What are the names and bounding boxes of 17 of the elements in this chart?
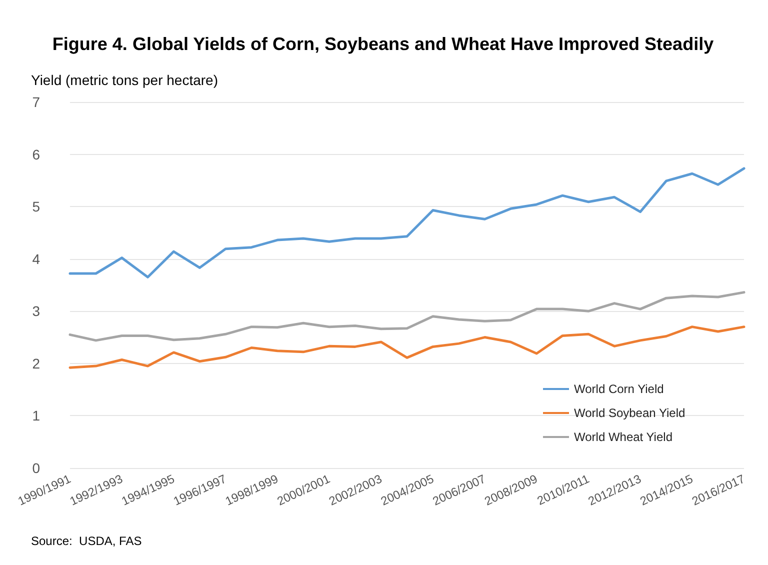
- y-tick-label: 2: [32, 355, 40, 372]
- source-note: Source: USDA, FAS: [31, 534, 142, 548]
- y-tick-label: 4: [32, 250, 40, 267]
- line-series: [68, 326, 746, 369]
- legend-label: World Corn Yield: [574, 382, 664, 396]
- line-series: [68, 167, 746, 278]
- legend-label: World Wheat Yield: [574, 430, 672, 444]
- y-tick-label: 3: [32, 303, 40, 320]
- y-tick-label: 6: [32, 146, 40, 162]
- chart-title: Figure 4. Global Yields of Corn, Soybeans and Wheat Have Improved Steadily: [52, 34, 714, 54]
- y-tick-label: 7: [32, 94, 40, 110]
- y-tick-label: 1: [32, 408, 40, 424]
- legend-label: World Soybean Yield: [574, 406, 686, 420]
- line-series: [68, 291, 746, 342]
- y-tick-label: 5: [32, 198, 40, 215]
- y-axis-title: Yield (metric tons per hectare): [31, 72, 218, 88]
- y-tick-label: 0: [32, 460, 40, 476]
